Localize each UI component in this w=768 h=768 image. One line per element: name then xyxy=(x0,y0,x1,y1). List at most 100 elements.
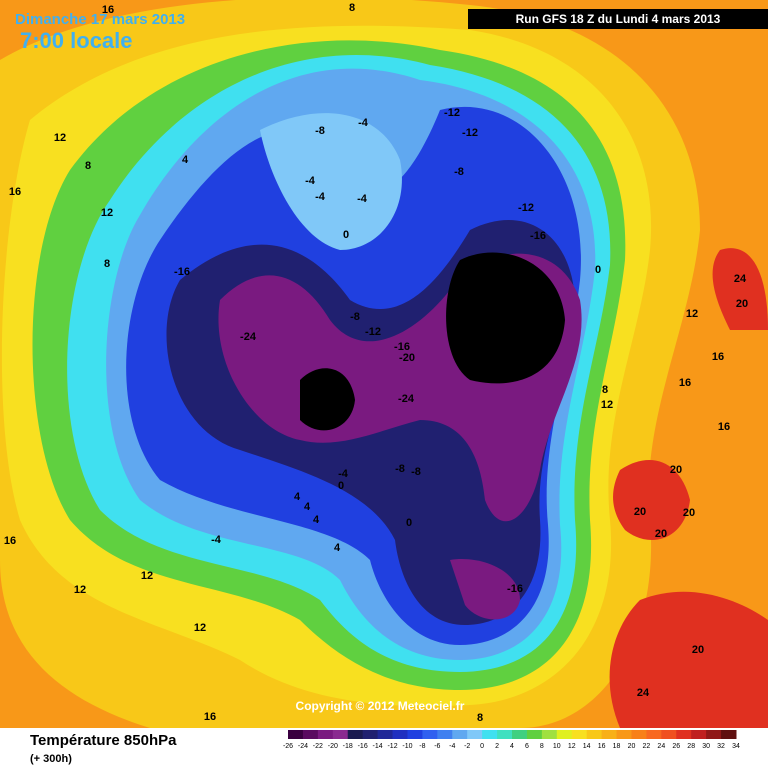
colorbar-label: 6 xyxy=(525,743,529,750)
run-info: Run GFS 18 Z du Lundi 4 mars 2013 xyxy=(516,12,721,26)
contour-label: 0 xyxy=(595,264,601,276)
colorbar-label: -8 xyxy=(419,743,425,750)
colorbar-cell xyxy=(302,730,319,739)
contour-label: -8 xyxy=(454,166,464,178)
colorbar-cell xyxy=(288,730,304,739)
contour-label: 12 xyxy=(141,570,153,582)
colorbar-cell xyxy=(467,730,483,739)
contour-label: 8 xyxy=(602,384,608,396)
contour-label: -8 xyxy=(350,311,360,323)
contour-label: -4 xyxy=(305,175,316,187)
contour-label: 8 xyxy=(104,258,110,270)
colorbar-cell xyxy=(332,730,349,739)
contour-label: 4 xyxy=(294,491,301,503)
colorbar-label: 32 xyxy=(717,743,725,750)
colorbar-cell xyxy=(601,730,618,739)
contour-label: -24 xyxy=(305,392,322,404)
contour-label: 8 xyxy=(349,2,355,14)
colorbar-cell xyxy=(661,730,677,739)
contour-label: -16 xyxy=(530,230,546,242)
temperature-field xyxy=(0,0,768,728)
contour-label: 16 xyxy=(204,711,216,723)
colorbar-cell xyxy=(437,730,453,739)
colorbar-label: 8 xyxy=(540,743,544,750)
colorbar-label: -2 xyxy=(464,743,470,750)
contour-label: -4 xyxy=(211,534,222,546)
date: Dimanche 17 mars 2013 xyxy=(15,11,185,28)
contour-label: 12 xyxy=(686,308,698,320)
contour-label: 20 xyxy=(670,464,682,476)
colorbar-cell xyxy=(526,730,543,739)
colorbar-label: -16 xyxy=(358,743,368,750)
footer-subtitle: (+ 300h) xyxy=(30,753,72,765)
contour-label: 20 xyxy=(655,528,667,540)
colorbar-cell xyxy=(706,730,722,739)
copyright: Copyright © 2012 Meteociel.fr xyxy=(296,699,465,713)
colorbar-cell xyxy=(407,730,423,739)
colorbar-cell xyxy=(631,730,647,739)
contour-label: -36 xyxy=(505,331,521,343)
contour-label: 16 xyxy=(102,4,114,16)
contour-label: -24 xyxy=(467,312,484,324)
contour-label: 0 xyxy=(406,517,412,529)
run-box xyxy=(468,9,768,29)
contour-label: 24 xyxy=(734,273,747,285)
colorbar-label: 26 xyxy=(672,743,680,750)
contour-label: 20 xyxy=(683,507,695,519)
colorbar-cell xyxy=(691,730,707,739)
colorbar-cell xyxy=(541,730,558,739)
colorbar-cell xyxy=(347,730,364,739)
colorbar-label: -10 xyxy=(402,743,412,750)
colorbar-label: 20 xyxy=(628,743,636,750)
colorbar-label: 4 xyxy=(510,743,514,750)
colorbar-label: 30 xyxy=(702,743,710,750)
colorbar-label: 12 xyxy=(568,743,576,750)
contour-label: 24 xyxy=(637,687,650,699)
contour-label: -4 xyxy=(315,191,326,203)
contour-label: 16 xyxy=(9,186,21,198)
contour-label: -32 xyxy=(319,392,335,404)
contour-label: 4 xyxy=(334,542,341,554)
contour-label: 0 xyxy=(338,480,344,492)
colorbar-label: -12 xyxy=(387,743,397,750)
contour-label: 4 xyxy=(182,154,189,166)
colorbar-label: -4 xyxy=(449,743,455,750)
colorbar-cell xyxy=(377,730,394,739)
contour-label: 12 xyxy=(194,622,206,634)
colorbar-cell xyxy=(721,730,737,739)
contour-label: 16 xyxy=(4,535,16,547)
colorbar-label: -6 xyxy=(434,743,440,750)
colorbar-label: 24 xyxy=(657,743,665,750)
contour-label: 4 xyxy=(313,514,320,526)
colorbar-label: -22 xyxy=(313,743,323,750)
contour-label: 20 xyxy=(634,506,646,518)
colorbar-cell xyxy=(317,730,334,739)
contour-label: -20 xyxy=(399,352,415,364)
colorbar-cell xyxy=(676,730,692,739)
contour-label: -8 xyxy=(411,466,421,478)
colorbar-cell xyxy=(482,730,498,739)
colorbar-label: -26 xyxy=(283,743,293,750)
contour-label: -16 xyxy=(394,341,410,353)
contour-label: -16 xyxy=(507,583,523,595)
contour-label: 0 xyxy=(343,229,349,241)
colorbar-label: 2 xyxy=(495,743,499,750)
colorbar-cell xyxy=(556,730,573,739)
contour-label: -24 xyxy=(398,393,415,405)
contour-label: -12 xyxy=(462,127,478,139)
colorbar-cell xyxy=(452,730,468,739)
contour-label: -12 xyxy=(444,107,460,119)
colorbar-label: 16 xyxy=(598,743,606,750)
colorbar-cell xyxy=(586,730,603,739)
footer-title: Température 850hPa xyxy=(30,732,177,749)
colorbar-label: 28 xyxy=(687,743,695,750)
contour-label: -12 xyxy=(518,202,534,214)
contour-label: -8 xyxy=(395,463,405,475)
colorbar-label: 10 xyxy=(553,743,561,750)
contour-label: -36 xyxy=(324,380,340,392)
contour-label: 20 xyxy=(692,644,704,656)
colorbar-label: -24 xyxy=(298,743,308,750)
contour-label: 16 xyxy=(712,351,724,363)
colorbar-cell xyxy=(392,730,408,739)
